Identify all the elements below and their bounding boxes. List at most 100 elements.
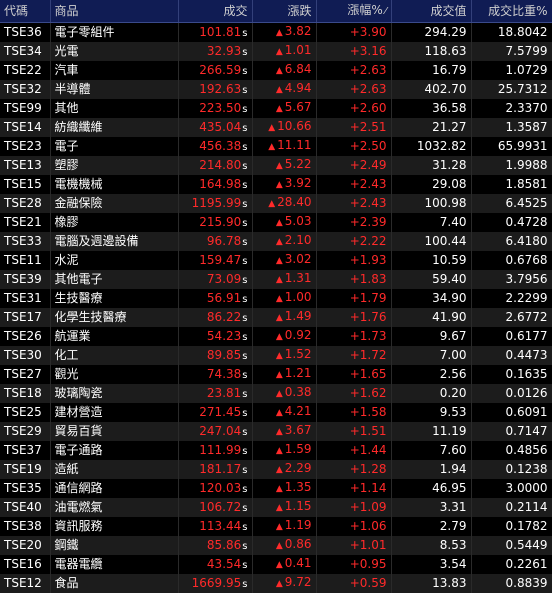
price-value: 1195.99 xyxy=(192,196,242,210)
price-cell: 89.85s xyxy=(178,346,252,365)
column-header-pct[interactable]: 漲幅%⁄ xyxy=(316,0,391,23)
change-value: 2.10 xyxy=(285,233,312,247)
price-unit-marker: s xyxy=(242,104,247,115)
column-header-value[interactable]: 成交值 xyxy=(391,0,471,23)
price-value: 192.63 xyxy=(199,82,241,96)
change-cell: ▲4.94 xyxy=(252,80,316,99)
up-arrow-icon: ▲ xyxy=(276,294,283,304)
trade-value-cell: 46.95 xyxy=(391,479,471,498)
change-value: 1.52 xyxy=(285,347,312,361)
sector-name: 橡膠 xyxy=(50,213,178,232)
sector-code: TSE38 xyxy=(0,517,50,536)
change-cell: ▲6.84 xyxy=(252,61,316,80)
price-cell: 106.72s xyxy=(178,498,252,517)
pct-change-cell: +1.06 xyxy=(316,517,391,536)
trade-value-cell: 7.60 xyxy=(391,441,471,460)
change-cell: ▲2.10 xyxy=(252,232,316,251)
sector-name: 化工 xyxy=(50,346,178,365)
column-header-change[interactable]: 漲跌 xyxy=(252,0,316,23)
change-cell: ▲11.11 xyxy=(252,137,316,156)
price-cell: 54.23s xyxy=(178,327,252,346)
up-arrow-icon: ▲ xyxy=(276,313,283,323)
price-value: 223.50 xyxy=(199,101,241,115)
sector-code: TSE31 xyxy=(0,289,50,308)
change-cell: ▲1.21 xyxy=(252,365,316,384)
up-arrow-icon: ▲ xyxy=(276,161,283,171)
column-header-weight[interactable]: 成交比重% xyxy=(471,0,552,23)
price-cell: 223.50s xyxy=(178,99,252,118)
trade-weight-cell: 0.1782 xyxy=(471,517,552,536)
price-unit-marker: s xyxy=(242,446,247,457)
price-cell: 73.09s xyxy=(178,270,252,289)
change-cell: ▲5.67 xyxy=(252,99,316,118)
trade-value-cell: 41.90 xyxy=(391,308,471,327)
sector-name: 貿易百貨 xyxy=(50,422,178,441)
change-cell: ▲1.35 xyxy=(252,479,316,498)
change-value: 1.49 xyxy=(285,309,312,323)
price-value: 215.90 xyxy=(199,215,241,229)
price-value: 1669.95 xyxy=(192,576,242,590)
trade-value-cell: 2.56 xyxy=(391,365,471,384)
pct-change-cell: +1.73 xyxy=(316,327,391,346)
price-cell: 113.44s xyxy=(178,517,252,536)
change-value: 5.22 xyxy=(285,157,312,171)
sector-name: 化學生技醫療 xyxy=(50,308,178,327)
pct-change-cell: +1.09 xyxy=(316,498,391,517)
price-value: 106.72 xyxy=(199,500,241,514)
sort-descending-icon[interactable]: ⁄ xyxy=(385,6,387,17)
sector-code: TSE39 xyxy=(0,270,50,289)
price-cell: 247.04s xyxy=(178,422,252,441)
column-header-name[interactable]: 商品 xyxy=(50,0,178,23)
sector-code: TSE18 xyxy=(0,384,50,403)
column-header-code[interactable]: 代碼 xyxy=(0,0,50,23)
price-cell: 56.91s xyxy=(178,289,252,308)
trade-weight-cell: 1.9988 xyxy=(471,156,552,175)
pct-change-cell: +2.43 xyxy=(316,194,391,213)
price-value: 23.81 xyxy=(207,386,241,400)
change-cell: ▲28.40 xyxy=(252,194,316,213)
price-value: 73.09 xyxy=(207,272,241,286)
trade-value-cell: 1032.82 xyxy=(391,137,471,156)
price-unit-marker: s xyxy=(242,370,247,381)
up-arrow-icon: ▲ xyxy=(276,370,283,380)
trade-weight-cell: 0.5449 xyxy=(471,536,552,555)
trade-weight-cell: 1.3587 xyxy=(471,118,552,137)
price-unit-marker: s xyxy=(242,484,247,495)
change-value: 1.19 xyxy=(285,518,312,532)
price-value: 456.38 xyxy=(199,139,241,153)
price-value: 74.38 xyxy=(207,367,241,381)
sector-name: 電腦及週邊設備 xyxy=(50,232,178,251)
column-header-price[interactable]: 成交 xyxy=(178,0,252,23)
price-value: 85.86 xyxy=(207,538,241,552)
